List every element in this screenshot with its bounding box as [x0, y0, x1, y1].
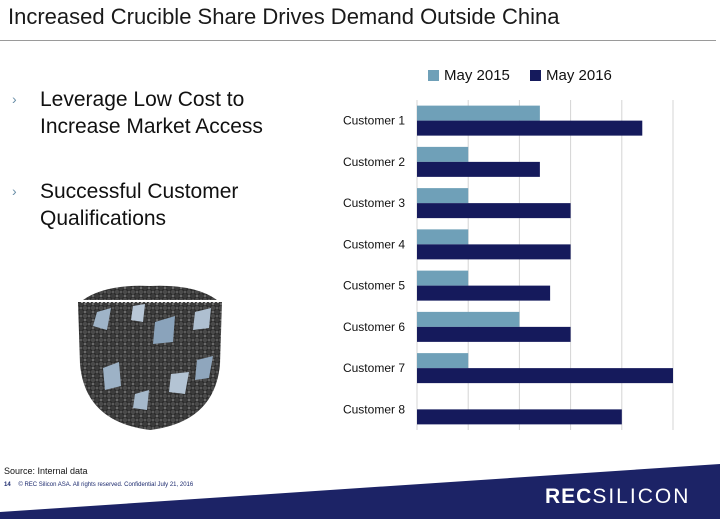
copyright-text: © REC Silicon ASA. All rights reserved. …	[18, 482, 194, 488]
bar-may-2015	[417, 270, 469, 286]
bar-may-2016	[417, 368, 673, 384]
category-label: Customer 1	[343, 114, 405, 128]
polysilicon-granules-image	[78, 285, 222, 430]
bar-may-2016	[417, 161, 540, 177]
source-note: Source: Internal data	[4, 466, 88, 476]
legend-swatch-may-2015	[428, 70, 439, 81]
legend-label-may-2016: May 2016	[546, 67, 612, 84]
category-label: Customer 4	[343, 237, 405, 251]
bar-may-2016	[417, 244, 571, 260]
category-label: Customer 3	[343, 196, 405, 210]
bar-may-2015	[417, 146, 469, 162]
page-title: Increased Crucible Share Drives Demand O…	[8, 4, 560, 29]
chart-legend: May 2015 May 2016	[428, 67, 612, 84]
bar-may-2016	[417, 120, 643, 136]
bar-may-2015	[417, 353, 469, 369]
bullet-text: Leverage Low Cost to Increase Market Acc…	[40, 88, 263, 138]
category-label: Customer 2	[343, 155, 405, 169]
category-label: Customer 5	[343, 279, 405, 293]
bullet-text: Successful Customer Qualifications	[40, 180, 239, 230]
bar-may-2015	[417, 105, 540, 121]
bar-may-2015	[417, 188, 469, 204]
logo-part-silicon: SILICON	[592, 485, 691, 508]
bar-may-2015	[417, 311, 520, 327]
chart-bars	[417, 105, 673, 425]
rec-silicon-logo: RECSILICON	[545, 485, 690, 509]
bullet-chevron-icon: ›	[12, 91, 17, 107]
category-label: Customer 8	[343, 402, 405, 416]
legend-label-may-2015: May 2015	[444, 67, 510, 84]
page-number: 14	[4, 482, 11, 488]
bullet-chevron-icon: ›	[12, 183, 17, 199]
category-label: Customer 7	[343, 361, 405, 375]
bar-may-2016	[417, 285, 551, 301]
copyright-line: 14 © REC Silicon ASA. All rights reserve…	[4, 482, 193, 488]
legend-swatch-may-2016	[530, 70, 541, 81]
bar-may-2016	[417, 326, 571, 342]
bar-may-2016	[417, 409, 622, 425]
logo-part-rec: REC	[545, 485, 593, 508]
bar-may-2015	[417, 229, 469, 245]
footer-band-shape	[0, 464, 720, 519]
category-label: Customer 6	[343, 320, 405, 334]
title-divider	[0, 40, 716, 41]
bar-may-2016	[417, 203, 571, 219]
category-labels: Customer 1 Customer 2 Customer 3 Customer 4…	[343, 114, 405, 417]
